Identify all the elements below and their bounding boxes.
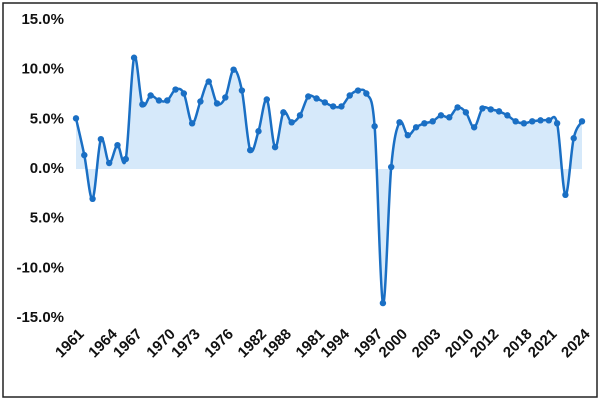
point (479, 105, 486, 112)
point (188, 120, 196, 127)
y-tick-label: 5.0% (30, 110, 64, 127)
point (412, 124, 420, 131)
point (470, 124, 478, 131)
point (147, 92, 154, 99)
point (72, 115, 80, 122)
point (371, 123, 378, 130)
point (139, 101, 146, 108)
point (305, 93, 312, 100)
point (130, 54, 138, 61)
point (97, 136, 105, 143)
point (562, 191, 569, 199)
point (495, 108, 503, 115)
point (155, 97, 163, 104)
point (379, 299, 387, 307)
point (271, 143, 279, 151)
point (520, 120, 528, 127)
point (462, 109, 470, 116)
area (76, 56, 582, 304)
point (537, 117, 544, 124)
point (313, 95, 320, 102)
point (363, 90, 370, 97)
y-tick-label: 10.0% (21, 61, 64, 78)
point (512, 118, 519, 125)
point (454, 104, 461, 111)
point (545, 117, 553, 124)
point (105, 159, 113, 167)
point (446, 114, 453, 121)
point (329, 103, 337, 110)
point (246, 146, 254, 154)
point (437, 112, 445, 119)
point (487, 106, 494, 113)
point (164, 97, 171, 104)
point (213, 100, 221, 107)
point (388, 163, 395, 171)
point (421, 120, 428, 127)
y-tick-label: -10.0% (16, 259, 64, 276)
point (354, 87, 362, 94)
point (263, 96, 270, 103)
point (238, 87, 246, 94)
point (280, 109, 287, 116)
point (321, 99, 329, 106)
point (553, 120, 561, 127)
point (288, 119, 295, 126)
point (114, 141, 121, 149)
point (222, 94, 229, 101)
point (89, 195, 96, 202)
point (404, 132, 412, 139)
point (504, 112, 511, 119)
point (230, 66, 237, 73)
point (172, 86, 179, 93)
y-tick-label: -15.0% (16, 309, 64, 326)
point (122, 155, 129, 163)
point (180, 90, 188, 97)
y-tick-label: 15.0% (21, 11, 64, 28)
point (197, 98, 204, 105)
point (570, 135, 577, 142)
y-tick-label: 0.0% (30, 160, 64, 177)
point (429, 118, 436, 125)
point (346, 92, 353, 99)
point (296, 112, 304, 119)
point (578, 118, 586, 125)
point (205, 78, 212, 85)
point (529, 118, 536, 125)
point (396, 119, 403, 126)
point (81, 151, 88, 159)
point (255, 128, 262, 135)
point (338, 103, 345, 110)
y-tick-label: 5.0% (30, 210, 64, 227)
